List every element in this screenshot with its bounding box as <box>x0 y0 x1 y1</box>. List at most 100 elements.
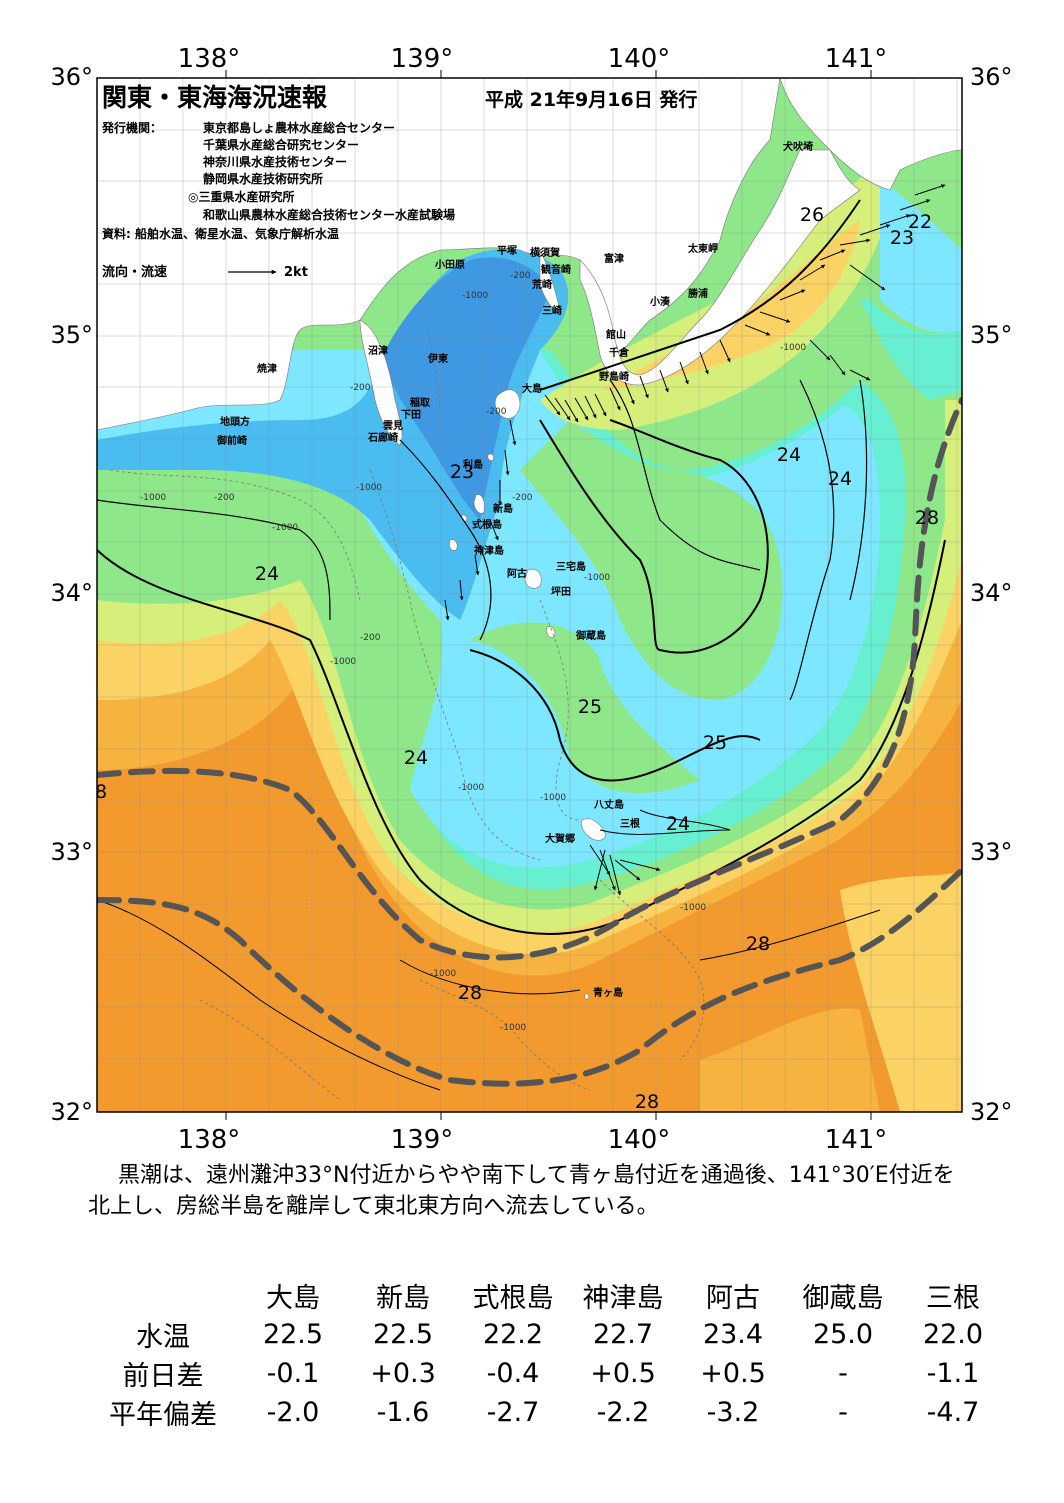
publisher-label: 発行機関： <box>101 120 162 135</box>
isotherm-label: 22 <box>908 211 932 233</box>
depth-label: -1000 <box>430 969 456 979</box>
publisher-list: 東京都島しょ農林水産総合センター 千葉県水産総合研究センター 神奈川県水産技術セ… <box>188 120 455 222</box>
depth-label: -1000 <box>272 523 298 533</box>
place-names: 犬吠埼 太東岬 勝浦 小湊 富津 横須賀 観音崎 荒崎 三崎 平塚 小田原 館山… <box>216 140 813 999</box>
lat-labels-left: 36° 35° 34° 33° 32° <box>50 63 93 1126</box>
column-header: 大島 <box>266 1283 320 1314</box>
lon-label: 141° <box>825 1125 888 1155</box>
place-label: 三宅島 <box>556 560 586 573</box>
column-header: 阿古 <box>706 1283 760 1314</box>
depth-label: -200 <box>214 493 235 503</box>
water-22c <box>97 350 880 868</box>
row-header: 前日差 <box>122 1361 204 1392</box>
place-label: 伊東 <box>427 352 448 365</box>
lon-label: 138° <box>178 1125 241 1155</box>
land <box>97 78 962 1000</box>
lon-label: 140° <box>608 1125 671 1155</box>
publisher: 神奈川県水産技術センター <box>203 154 347 169</box>
depth-label: -200 <box>360 633 381 643</box>
place-label: 神津島 <box>474 544 504 557</box>
place-label: 館山 <box>605 328 626 341</box>
depth-label: -200 <box>510 271 531 281</box>
place-label: 石廊崎 <box>367 431 398 444</box>
depth-label: -200 <box>512 493 533 503</box>
place-label: 下田 <box>401 409 421 421</box>
place-label: 新島 <box>493 502 513 515</box>
depth-label: -1000 <box>140 493 166 503</box>
place-label: 勝浦 <box>688 287 708 300</box>
isotherm-label: 23 <box>890 227 914 249</box>
isotherm-labels: 22 23 23 24 24 24 24 24 25 25 26 28 28 2… <box>95 204 939 1113</box>
isotherm-label: 24 <box>666 813 690 835</box>
isotherm-label: 24 <box>828 468 852 490</box>
aogashima-island <box>584 993 590 1000</box>
depth-label: -1000 <box>462 291 488 301</box>
lon-label: 138° <box>178 44 241 74</box>
lat-label: 32° <box>970 1098 1013 1126</box>
place-label: 阿古 <box>507 567 527 580</box>
table-cell: -2.0 <box>266 1397 320 1428</box>
mikurajima-island <box>546 626 556 638</box>
place-label: 横須賀 <box>530 246 560 259</box>
lon-label: 141° <box>825 44 888 74</box>
column-header: 式根島 <box>472 1283 554 1314</box>
table-cell: - <box>838 1358 848 1389</box>
lat-label: 33° <box>50 838 93 866</box>
isotherms <box>97 199 946 1091</box>
lat-label: 34° <box>50 579 93 607</box>
place-label: 稲取 <box>410 396 431 409</box>
table-cell: -0.4 <box>486 1358 540 1389</box>
table-cell: 23.4 <box>702 1319 764 1350</box>
table-cell: -1.6 <box>376 1397 430 1428</box>
isotherm-label: 24 <box>255 563 279 585</box>
place-label: 千倉 <box>609 346 630 359</box>
depth-label: -1000 <box>330 657 356 667</box>
column-header: 神津島 <box>582 1283 664 1314</box>
kuroshio-axis <box>97 397 962 1087</box>
table-cell: 22.5 <box>372 1319 434 1350</box>
table-cell: 22.7 <box>592 1319 654 1350</box>
map-title: 関東・東海海況速報 <box>102 83 328 112</box>
table-cell: -1.1 <box>926 1358 980 1389</box>
place-label: 大賀郷 <box>545 832 575 845</box>
water-20c <box>380 257 550 520</box>
grid <box>97 78 962 1112</box>
lat-labels-right: 36° 35° 34° 33° 32° <box>970 63 1013 1126</box>
isotherm-label: 28 <box>458 982 482 1004</box>
table-cell: +0.5 <box>590 1358 656 1389</box>
isotherm-label: 28 <box>635 1091 659 1113</box>
place-label: 富津 <box>604 252 624 265</box>
place-label: 地頭方 <box>220 415 250 428</box>
table-row: 平年偏差 -2.0 -1.6 -2.7 -2.2 -3.2 - -4.7 <box>88 1393 1008 1432</box>
table-header-row: 大島 新島 式根島 神津島 阿古 御蔵島 三根 <box>88 1276 1008 1315</box>
lat-label: 36° <box>970 63 1013 91</box>
place-label: 御前崎 <box>216 434 247 447</box>
lat-label: 32° <box>50 1098 93 1126</box>
lon-label: 140° <box>608 44 671 74</box>
column-header: 御蔵島 <box>802 1283 884 1314</box>
lat-label: 33° <box>970 838 1013 866</box>
depth-label: -200 <box>486 407 507 417</box>
place-label: 荒崎 <box>531 278 552 291</box>
lon-labels-top: 138° 139° 140° 141° <box>178 44 888 74</box>
place-label: 三根 <box>620 817 640 830</box>
place-label: 八丈島 <box>593 798 624 811</box>
place-label: 三崎 <box>542 304 562 317</box>
table-corner <box>88 1276 238 1315</box>
table-cell: +0.3 <box>370 1358 436 1389</box>
row-header: 平年偏差 <box>109 1400 217 1431</box>
lat-label: 34° <box>970 579 1013 607</box>
lon-labels-bottom: 138° 139° 140° 141° <box>178 1125 888 1155</box>
place-label: 大島 <box>522 382 542 395</box>
current-legend-label: 流向・流速 <box>102 264 167 280</box>
issue-date: 平成 21年9月16日 発行 <box>485 88 697 111</box>
data-sources: 資料: 船舶水温、衛星水温、気象庁解析水温 <box>102 226 339 241</box>
depth-label: -1000 <box>584 573 610 583</box>
toshima-island <box>487 453 494 461</box>
table-cell: -2.7 <box>486 1397 540 1428</box>
sea-temperature-map: 138° 139° 140° 141° 138° 139° 140° 141° … <box>50 44 1013 1155</box>
island-temperature-table: 大島 新島 式根島 神津島 阿古 御蔵島 三根 水温 22.5 22.5 22.… <box>88 1276 1008 1432</box>
miyakejima-island <box>524 568 542 589</box>
lat-label: 35° <box>50 321 93 349</box>
temperature-field <box>97 78 962 1112</box>
